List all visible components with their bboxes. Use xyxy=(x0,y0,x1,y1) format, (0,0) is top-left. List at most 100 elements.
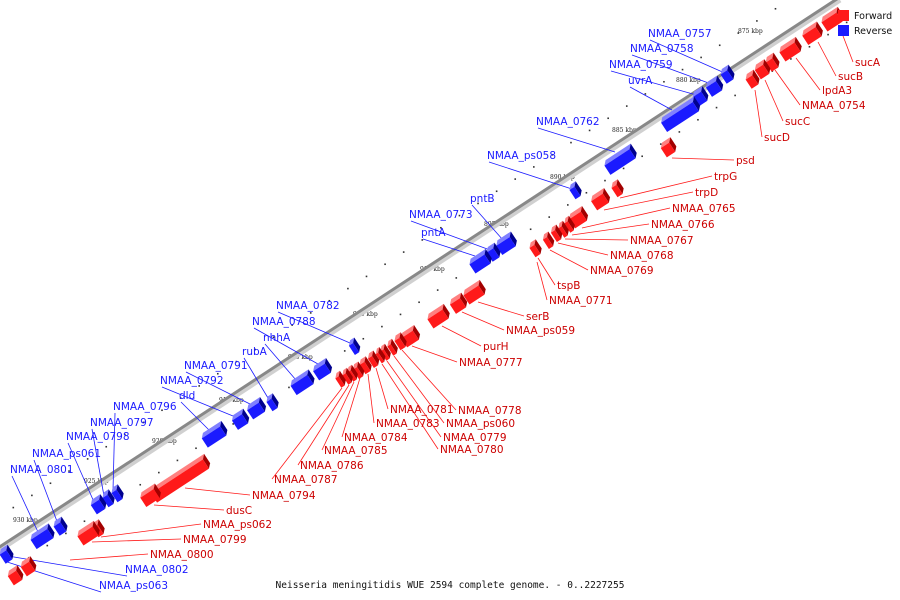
nmaa-0783-gene[interactable] xyxy=(357,356,374,375)
gene-label-pntb[interactable]: pntB xyxy=(470,193,495,205)
gene-label-nmaa-0754[interactable]: NMAA_0754 xyxy=(802,100,866,112)
serb-gene[interactable] xyxy=(461,279,488,305)
gene-label-nmaa-0792[interactable]: NMAA_0792 xyxy=(160,375,224,387)
nmaa-0769-gene[interactable] xyxy=(541,231,557,249)
gene-label-nmaa-0786[interactable]: NMAA_0786 xyxy=(300,460,364,472)
gene-label-tspb[interactable]: tspB xyxy=(557,280,580,292)
gene-label-sucb[interactable]: sucB xyxy=(838,71,863,83)
nmaa-ps060-gene[interactable] xyxy=(385,338,400,356)
gene-label-nmaa-0783[interactable]: NMAA_0783 xyxy=(376,418,440,430)
nmaa-0771-gene[interactable] xyxy=(527,239,544,258)
gene-label-nmaa-0773[interactable]: NMAA_0773 xyxy=(409,209,473,221)
gene-label-nmaa-0784[interactable]: NMAA_0784 xyxy=(344,432,408,444)
nmaa-0797-gene[interactable] xyxy=(100,489,117,508)
nmaa-0759-gene[interactable] xyxy=(691,86,711,107)
gene-label-nmaa-0800[interactable]: NMAA_0800 xyxy=(150,549,214,561)
gene-label-ruba[interactable]: rubA xyxy=(242,346,268,358)
psd-gene[interactable] xyxy=(659,137,679,158)
nmaa-0778-gene[interactable] xyxy=(392,332,409,351)
trpd-gene[interactable] xyxy=(589,188,612,211)
gene-label-nmaa-0771[interactable]: NMAA_0771 xyxy=(549,295,613,307)
gene-label-nhha[interactable]: nhhA xyxy=(263,332,291,344)
gene-label-nmaa-0767[interactable]: NMAA_0767 xyxy=(630,235,694,247)
succ-gene[interactable] xyxy=(753,59,773,80)
gene-label-nmaa-ps063[interactable]: NMAA_ps063 xyxy=(99,580,168,592)
gene-label-nmaa-0796[interactable]: NMAA_0796 xyxy=(113,401,177,413)
gene-label-nmaa-0768[interactable]: NMAA_0768 xyxy=(610,250,674,262)
gene-label-nmaa-0801[interactable]: NMAA_0801 xyxy=(10,464,74,476)
gene-label-nmaa-0759[interactable]: NMAA_0759 xyxy=(609,59,673,71)
nmaa-0796-gene[interactable] xyxy=(109,484,126,503)
gene-label-nmaa-0782[interactable]: NMAA_0782 xyxy=(276,300,340,312)
lpda3-gene[interactable] xyxy=(777,36,804,62)
nmaa-0802-gene[interactable] xyxy=(0,544,16,564)
pntb-gene[interactable] xyxy=(494,231,519,255)
gene-label-nmaa-0769[interactable]: NMAA_0769 xyxy=(590,265,654,277)
gene-label-nmaa-0787[interactable]: NMAA_0787 xyxy=(274,474,338,486)
nmaa-ps061-gene[interactable] xyxy=(51,516,69,536)
purh-gene[interactable] xyxy=(425,303,452,329)
nmaa-0781-gene[interactable] xyxy=(366,350,382,368)
gene-label-sucd[interactable]: sucD xyxy=(764,132,790,144)
nmaa-0762-gene[interactable] xyxy=(602,143,639,175)
gene-label-nmaa-0757[interactable]: NMAA_0757 xyxy=(648,28,712,40)
gene-label-nmaa-0785[interactable]: NMAA_0785 xyxy=(324,445,388,457)
nmaa-0754-gene[interactable] xyxy=(763,52,781,72)
nhha-gene[interactable] xyxy=(288,369,316,396)
nmaa-0794-gene[interactable] xyxy=(149,453,212,503)
gene-label-dld[interactable]: dld xyxy=(179,390,195,402)
gene-label-nmaa-ps061[interactable]: NMAA_ps061 xyxy=(32,448,101,460)
gene-label-nmaa-0798[interactable]: NMAA_0798 xyxy=(66,431,130,443)
nmaa-0799-gene[interactable] xyxy=(75,520,102,546)
nmaa-ps058-gene[interactable] xyxy=(567,181,584,200)
gene-label-lpda3[interactable]: lpdA3 xyxy=(822,85,852,97)
gene-label-suca[interactable]: sucA xyxy=(855,57,881,69)
dusc-gene[interactable] xyxy=(138,483,163,507)
gene-label-pnta[interactable]: pntA xyxy=(421,227,446,239)
nmaa-0784-gene[interactable] xyxy=(351,361,367,379)
nmaa-0767-gene[interactable] xyxy=(556,220,571,238)
nmaa-0773-gene[interactable] xyxy=(484,242,502,262)
uvra-gene[interactable] xyxy=(659,96,702,133)
nmaa-0786-gene[interactable] xyxy=(340,367,355,385)
gene-label-psd[interactable]: psd xyxy=(736,155,755,167)
nmaa-0780-gene[interactable] xyxy=(374,347,388,364)
gene-label-nmaa-ps059[interactable]: NMAA_ps059 xyxy=(506,325,575,337)
nmaa-0800-gene[interactable] xyxy=(19,556,39,577)
gene-label-nmaa-0762[interactable]: NMAA_0762 xyxy=(536,116,600,128)
dld-gene[interactable] xyxy=(200,420,230,448)
gene-label-nmaa-ps060[interactable]: NMAA_ps060 xyxy=(446,418,515,430)
gene-label-serb[interactable]: serB xyxy=(526,311,549,323)
gene-label-nmaa-0781[interactable]: NMAA_0781 xyxy=(390,404,454,416)
nmaa-0792-gene[interactable] xyxy=(230,408,252,430)
gene-label-nmaa-0758[interactable]: NMAA_0758 xyxy=(630,43,694,55)
gene-label-nmaa-ps062[interactable]: NMAA_ps062 xyxy=(203,519,272,531)
gene-label-nmaa-0802[interactable]: NMAA_0802 xyxy=(125,564,189,576)
gene-label-trpd[interactable]: trpD xyxy=(695,187,718,199)
gene-label-nmaa-0788[interactable]: NMAA_0788 xyxy=(252,316,316,328)
ruba-gene[interactable] xyxy=(264,393,281,412)
nmaa-0757-gene[interactable] xyxy=(718,64,736,84)
nmaa-0758-gene[interactable] xyxy=(704,75,726,97)
sucd-gene[interactable] xyxy=(743,69,761,89)
gene-label-nmaa-0778[interactable]: NMAA_0778 xyxy=(458,405,522,417)
trpg-gene[interactable] xyxy=(609,179,626,198)
nmaa-0788-gene[interactable] xyxy=(311,358,334,381)
nmaa-0782-gene[interactable] xyxy=(347,337,363,355)
gene-label-nmaa-0799[interactable]: NMAA_0799 xyxy=(183,534,247,546)
gene-label-nmaa-0791[interactable]: NMAA_0791 xyxy=(184,360,248,372)
nmaa-ps059-gene[interactable] xyxy=(448,292,470,314)
gene-label-nmaa-0777[interactable]: NMAA_0777 xyxy=(459,357,523,369)
nmaa-0802b-gene[interactable] xyxy=(6,565,26,586)
gene-label-nmaa-0794[interactable]: NMAA_0794 xyxy=(252,490,316,502)
gene-label-uvra[interactable]: uvrA xyxy=(628,75,653,87)
gene-label-nmaa-0797[interactable]: NMAA_0797 xyxy=(90,417,154,429)
gene-label-nmaa-0780[interactable]: NMAA_0780 xyxy=(440,444,504,456)
gene-label-dusc[interactable]: dusC xyxy=(226,505,252,517)
sucb-gene[interactable] xyxy=(800,21,825,45)
gene-label-nmaa-0766[interactable]: NMAA_0766 xyxy=(651,219,715,231)
nmaa-0766-gene[interactable] xyxy=(562,215,577,233)
pnta-gene[interactable] xyxy=(467,248,494,274)
gene-label-nmaa-ps058[interactable]: NMAA_ps058 xyxy=(487,150,556,162)
nmaa-0791-gene[interactable] xyxy=(245,397,268,420)
